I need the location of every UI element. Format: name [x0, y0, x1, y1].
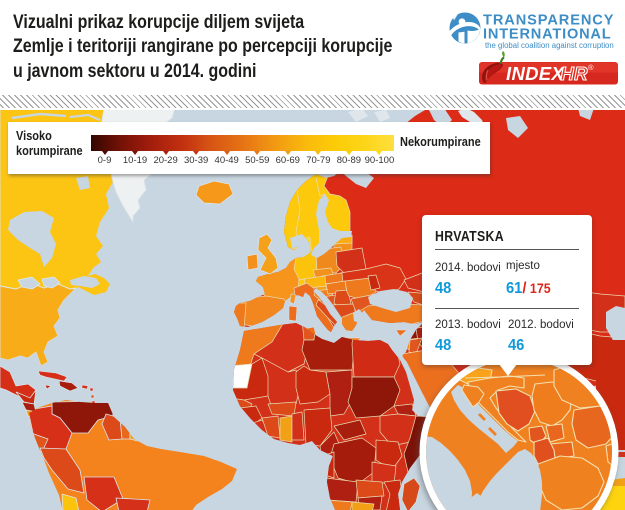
svg-text:TRANSPARENCY: TRANSPARENCY [483, 13, 614, 29]
svg-text:INTERNATIONAL: INTERNATIONAL [483, 27, 612, 43]
svg-text:®: ® [588, 63, 594, 72]
svg-text:the global coalition against c: the global coalition against corruption [485, 41, 614, 50]
svg-text:INDEX: INDEX [506, 63, 565, 84]
svg-text:HR: HR [561, 63, 589, 84]
